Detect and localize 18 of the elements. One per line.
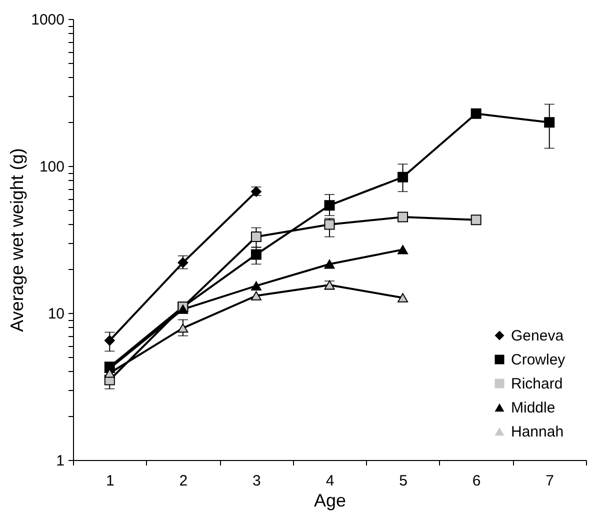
y-tick-label: 10 bbox=[48, 306, 64, 322]
x-tick-label: 6 bbox=[472, 472, 481, 490]
y-tick-label: 1 bbox=[56, 452, 64, 470]
y-tick-label: 100 bbox=[39, 158, 64, 176]
x-tick-label: 4 bbox=[326, 472, 334, 490]
y-tick-label: 1000 bbox=[31, 12, 64, 28]
legend-label: Geneva bbox=[511, 328, 564, 344]
x-tick-label: 2 bbox=[179, 472, 188, 490]
x-tick-label: 7 bbox=[546, 472, 554, 490]
legend-label: Middle bbox=[511, 400, 556, 416]
x-axis-title: Age bbox=[314, 490, 346, 510]
y-axis-title: Average wet weight (g) bbox=[7, 148, 28, 332]
legend-label: Hannah bbox=[511, 424, 564, 440]
x-tick-label: 3 bbox=[252, 472, 261, 490]
legend-label: Richard bbox=[511, 376, 563, 392]
legend-label: Crowley bbox=[511, 352, 566, 368]
x-tick-label: 1 bbox=[106, 472, 114, 490]
x-tick-label: 5 bbox=[399, 472, 408, 490]
